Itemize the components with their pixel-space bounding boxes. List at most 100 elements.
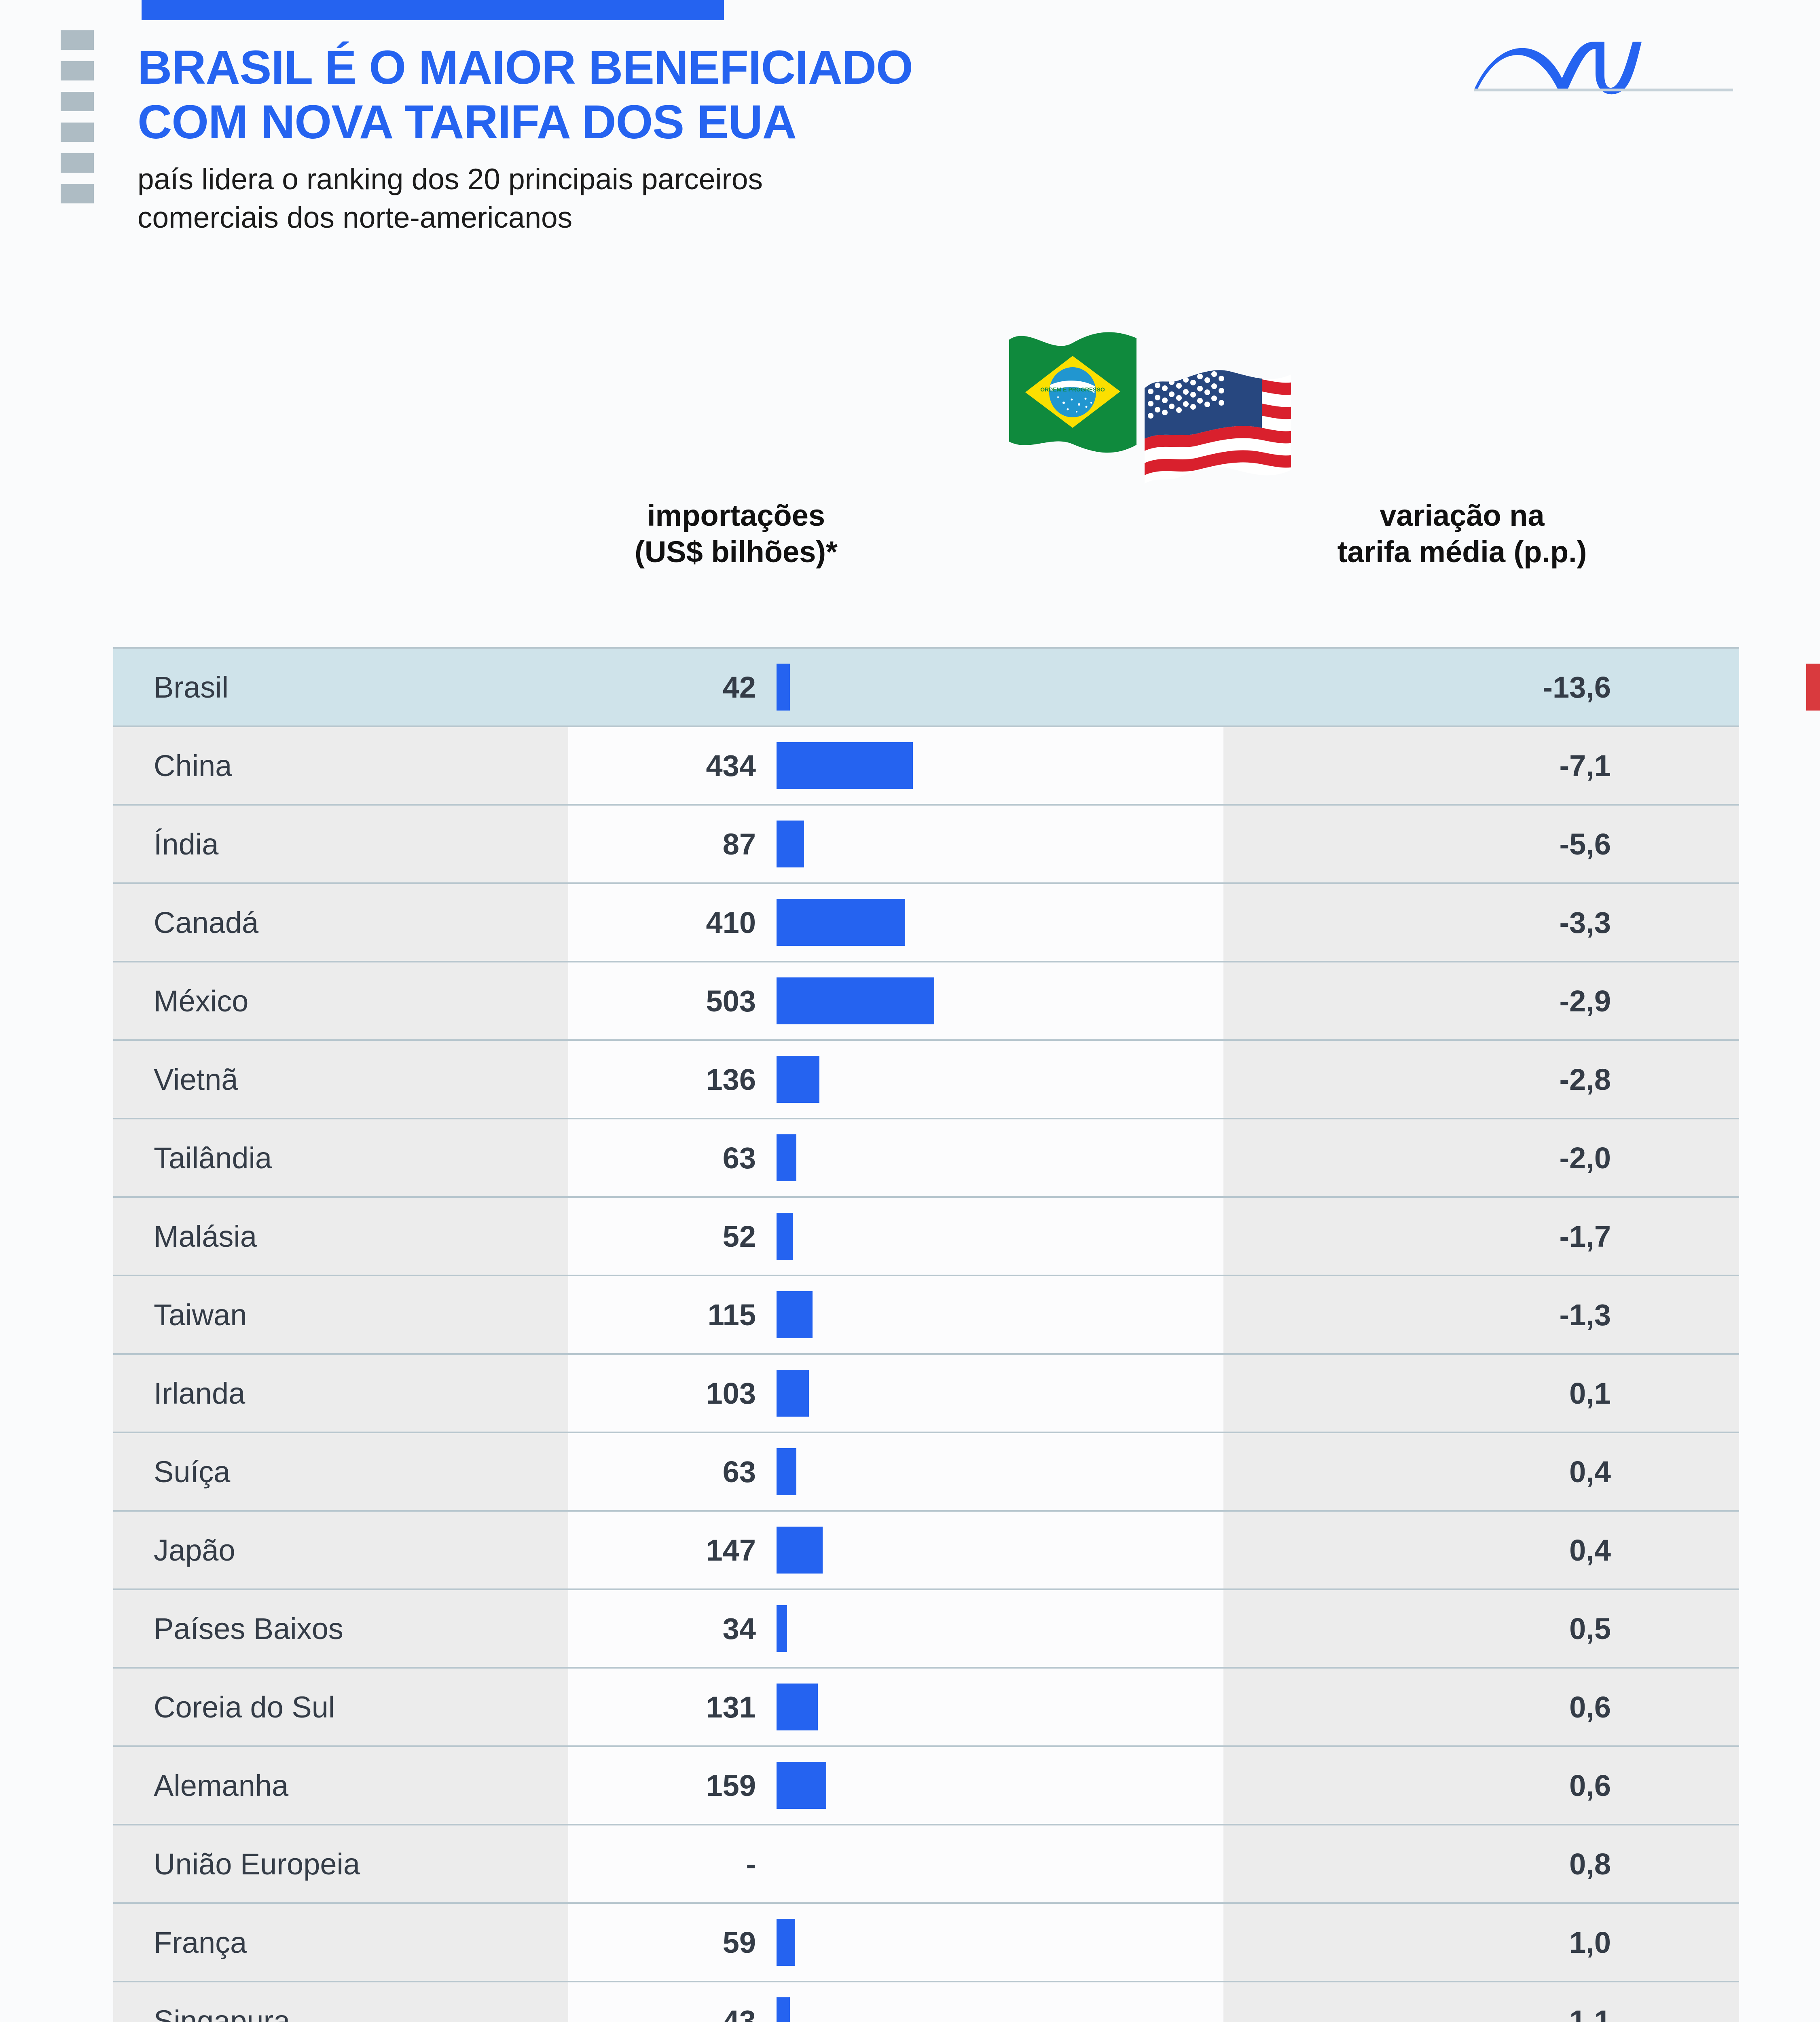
variation-value: 1,0 [1569, 1925, 1611, 1959]
variation-value: -7,1 [1559, 749, 1611, 783]
variation-bar-cell [1628, 1825, 1739, 1902]
variation-bar-cell [1628, 1119, 1739, 1196]
variation-cell: 0,6 [1223, 1747, 1628, 1824]
svg-text:ORDEM E PROGRESSO: ORDEM E PROGRESSO [1040, 386, 1105, 393]
imports-value: 115 [707, 1298, 756, 1332]
column-header-variation-line2: tarifa média (p.p.) [1337, 535, 1587, 569]
imports-cell: 147 [568, 1512, 1223, 1588]
variation-value: -1,7 [1559, 1219, 1611, 1253]
imports-value: 131 [706, 1690, 756, 1724]
imports-bar [777, 899, 906, 946]
variation-value: -5,6 [1559, 827, 1611, 861]
table-row: Suíça 63 0,4 [113, 1432, 1739, 1510]
column-header-imports-line1: importações [647, 499, 825, 532]
table-row: China 434 -7,1 [113, 725, 1739, 804]
table-row: Japão 147 0,4 [113, 1510, 1739, 1588]
variation-cell: -3,3 [1223, 884, 1628, 961]
country-label-cell: Vietnã [113, 1041, 568, 1118]
imports-bar [777, 1997, 790, 2022]
country-label: China [154, 749, 232, 783]
imports-bar [777, 1291, 813, 1338]
country-label-cell: Suíça [113, 1433, 568, 1510]
variation-value: -2,9 [1559, 984, 1611, 1018]
variation-cell: 1,1 [1223, 1982, 1628, 2022]
country-label-cell: Índia [113, 806, 568, 882]
imports-cell: 136 [568, 1041, 1223, 1118]
variation-value: 0,4 [1569, 1533, 1611, 1567]
header-block: BRASIL É O MAIOR BENEFICIADO COM NOVA TA… [138, 40, 1310, 237]
imports-cell: 131 [568, 1669, 1223, 1745]
table-row: Brasil 42 -13,6 [113, 647, 1820, 725]
table-row: Singapura 43 1,1 [113, 1981, 1739, 2022]
country-label: Malásia [154, 1219, 257, 1253]
page-title-line2: COM NOVA TARIFA DOS EUA [138, 95, 797, 149]
imports-cell: 87 [568, 806, 1223, 882]
variation-bar-cell [1628, 1512, 1739, 1588]
imports-cell: 63 [568, 1433, 1223, 1510]
imports-cell: 503 [568, 962, 1223, 1039]
country-label: Canadá [154, 905, 259, 939]
variation-cell: 0,6 [1223, 1669, 1628, 1745]
imports-value: 434 [706, 749, 756, 783]
country-label: Japão [154, 1533, 235, 1567]
page-title-line1: BRASIL É O MAIOR BENEFICIADO [138, 41, 913, 94]
imports-value: 159 [706, 1768, 756, 1802]
variation-value: 0,5 [1569, 1612, 1611, 1646]
variation-cell: 0,8 [1223, 1825, 1628, 1902]
imports-bar [777, 1134, 796, 1181]
imports-cell: 159 [568, 1747, 1223, 1824]
imports-bar [777, 1605, 787, 1652]
country-label-cell: Brasil [113, 649, 568, 725]
page-subtitle-line2: comerciais dos norte-americanos [138, 201, 573, 234]
ranking-table: Brasil 42 -13,6 China 434 -7,1 Índia 87 -5,6 Cana… [113, 647, 1820, 2022]
variation-value: -2,8 [1559, 1062, 1611, 1096]
variation-value: -1,3 [1559, 1298, 1611, 1332]
imports-bar [777, 1213, 793, 1260]
imports-value: 43 [722, 2004, 756, 2022]
variation-value: 0,4 [1569, 1455, 1611, 1489]
variation-cell: -2,9 [1223, 962, 1628, 1039]
variation-value: 0,6 [1569, 1768, 1611, 1802]
brand-swoosh-icon [1474, 42, 1733, 95]
variation-cell: 0,1 [1223, 1355, 1628, 1432]
country-label: Taiwan [154, 1298, 247, 1332]
imports-bar [777, 1370, 809, 1417]
column-header-variation: variação na tarifa média (p.p.) [1185, 497, 1739, 571]
country-label-cell: Canadá [113, 884, 568, 961]
imports-value: 103 [706, 1376, 756, 1410]
imports-bar [777, 1527, 823, 1574]
variation-cell: -2,8 [1223, 1041, 1628, 1118]
imports-bar [777, 821, 804, 867]
imports-cell: 42 [568, 649, 1223, 725]
variation-bar-cell [1628, 727, 1739, 804]
column-header-imports-line2: (US$ bilhões)* [635, 535, 838, 569]
variation-bar-cell [1628, 962, 1739, 1039]
variation-bar-cell [1628, 1669, 1739, 1745]
imports-bar [777, 1762, 827, 1809]
imports-bar [777, 1684, 818, 1730]
variation-bar-cell [1628, 1433, 1739, 1510]
country-label: União Europeia [154, 1847, 360, 1881]
imports-bar [777, 1448, 796, 1495]
column-header-imports: importações (US$ bilhões)* [514, 497, 959, 571]
imports-cell: 43 [568, 1982, 1223, 2022]
country-label-cell: Coreia do Sul [113, 1669, 568, 1745]
variation-bar-cell [1628, 1590, 1739, 1667]
variation-cell: -1,3 [1223, 1276, 1628, 1353]
table-row: Taiwan 115 -1,3 [113, 1275, 1739, 1353]
page-subtitle-line1: país lidera o ranking dos 20 principais … [138, 163, 763, 196]
imports-cell: 52 [568, 1198, 1223, 1275]
variation-bar-cell [1628, 1355, 1739, 1432]
country-label-cell: Alemanha [113, 1747, 568, 1824]
variation-bar-cell [1628, 806, 1739, 882]
imports-value: 87 [722, 827, 756, 861]
variation-value: 0,1 [1569, 1376, 1611, 1410]
country-label: Países Baixos [154, 1612, 343, 1646]
table-row: Países Baixos 34 0,5 [113, 1588, 1739, 1667]
table-row: União Europeia - 0,8 [113, 1824, 1739, 1902]
page-subtitle: país lidera o ranking dos 20 principais … [138, 161, 1310, 237]
decorative-squares [61, 30, 94, 215]
table-row: Malásia 52 -1,7 [113, 1196, 1739, 1275]
imports-cell: 434 [568, 727, 1223, 804]
variation-cell: 0,4 [1223, 1433, 1628, 1510]
